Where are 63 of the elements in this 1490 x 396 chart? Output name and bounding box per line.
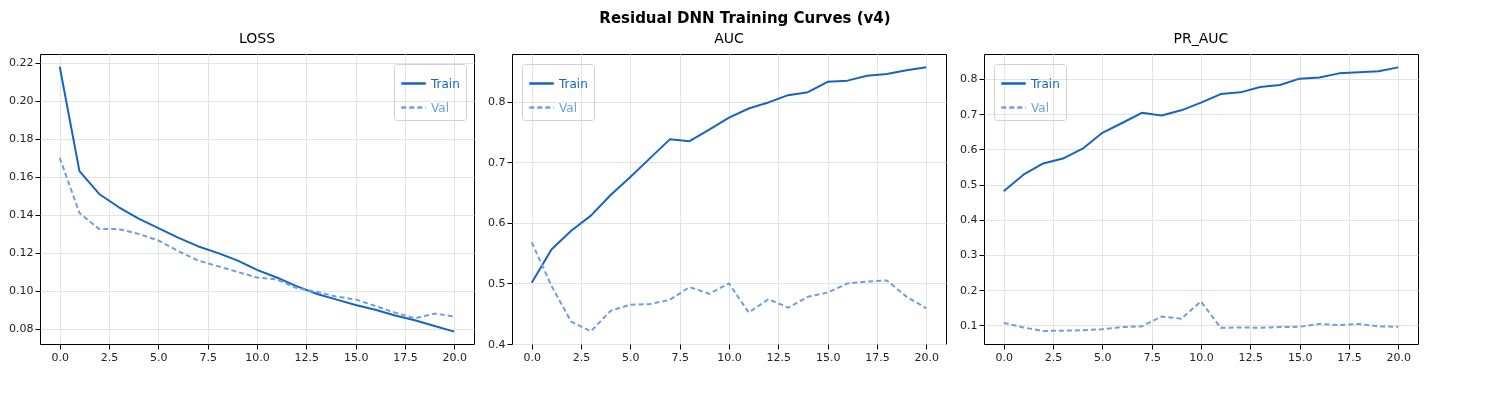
x-tick-label: 7.5 [671,350,689,364]
y-tick-label: 0.10 [9,284,34,298]
y-tick-label: 0.22 [9,56,34,70]
y-tick-label: 0.14 [9,208,34,222]
line-series [58,156,456,320]
x-tick-label: 7.5 [199,350,217,364]
text: Train [558,76,588,91]
y-tick-label: 0.6 [960,142,978,156]
x-tick-label: 17.5 [1337,350,1362,364]
x-tick-label: 10.0 [1189,350,1214,364]
x-tick-label: 15.0 [343,350,369,364]
x-tick-label: 5.0 [150,350,168,364]
y-tick-label: 0.08 [9,322,34,336]
x-tick-label: 20.0 [1386,350,1412,364]
chart-title: PR_AUC [1173,30,1229,46]
y-tick-label: 0.18 [9,132,34,146]
y-tick-label: 0.8 [960,72,978,86]
y-tick-label: 0.7 [488,155,506,169]
x-tick-label: 7.5 [1143,350,1161,364]
y-tick-label: 0.3 [960,248,978,262]
x-tick-label: 2.5 [572,350,591,364]
x-tick-label: 15.0 [815,350,841,364]
x-tick-label: 20.0 [442,350,468,364]
x-tick-label: 2.5 [1044,350,1063,364]
x-tick-label: 20.0 [914,350,940,364]
x-tick-label: 5.0 [622,350,640,364]
line-series [530,241,928,333]
y-tick-label: 0.12 [9,246,34,260]
y-tick-label: 0.5 [488,276,506,290]
x-tick-label: 15.0 [1287,350,1313,364]
y-tick-label: 0.5 [960,178,978,192]
y-tick-label: 0.8 [488,95,506,109]
x-tick-label: 0.0 [51,350,69,364]
line-series [530,66,928,284]
y-tick-label: 0.7 [960,107,978,121]
y-tick-label: 0.16 [9,170,34,184]
y-tick-label: 0.20 [9,94,34,108]
x-tick-label: 12.5 [766,350,792,364]
y-tick-label: 0.1 [960,318,978,332]
text: Val [559,100,577,115]
x-tick-label: 5.0 [1094,350,1112,364]
x-tick-label: 17.5 [393,350,418,364]
x-tick-label: 0.0 [995,350,1013,364]
x-tick-label: 12.5 [294,350,320,364]
text: Residual DNN Training Curves (v4) [598,8,892,29]
legend-label: Val [1031,100,1049,115]
y-tick-label: 0.4 [488,337,506,351]
x-tick-label: 2.5 [100,350,119,364]
y-tick-label: 0.2 [960,283,978,297]
y-tick-label: 0.6 [488,216,506,230]
line-series [1002,66,1400,193]
x-tick-label: 10.0 [717,350,742,364]
x-tick-label: 12.5 [1238,350,1264,364]
legend-label: Train [430,76,460,91]
y-tick-label: 0.4 [960,213,978,227]
legend-label: Val [431,100,449,115]
line-series [1002,300,1400,332]
chart-title: LOSS [238,30,276,46]
chart-title: AUC [714,30,745,46]
x-tick-label: 17.5 [865,350,890,364]
legend-label: Train [1030,76,1060,91]
x-tick-label: 10.0 [245,350,270,364]
x-tick-label: 0.0 [523,350,541,364]
